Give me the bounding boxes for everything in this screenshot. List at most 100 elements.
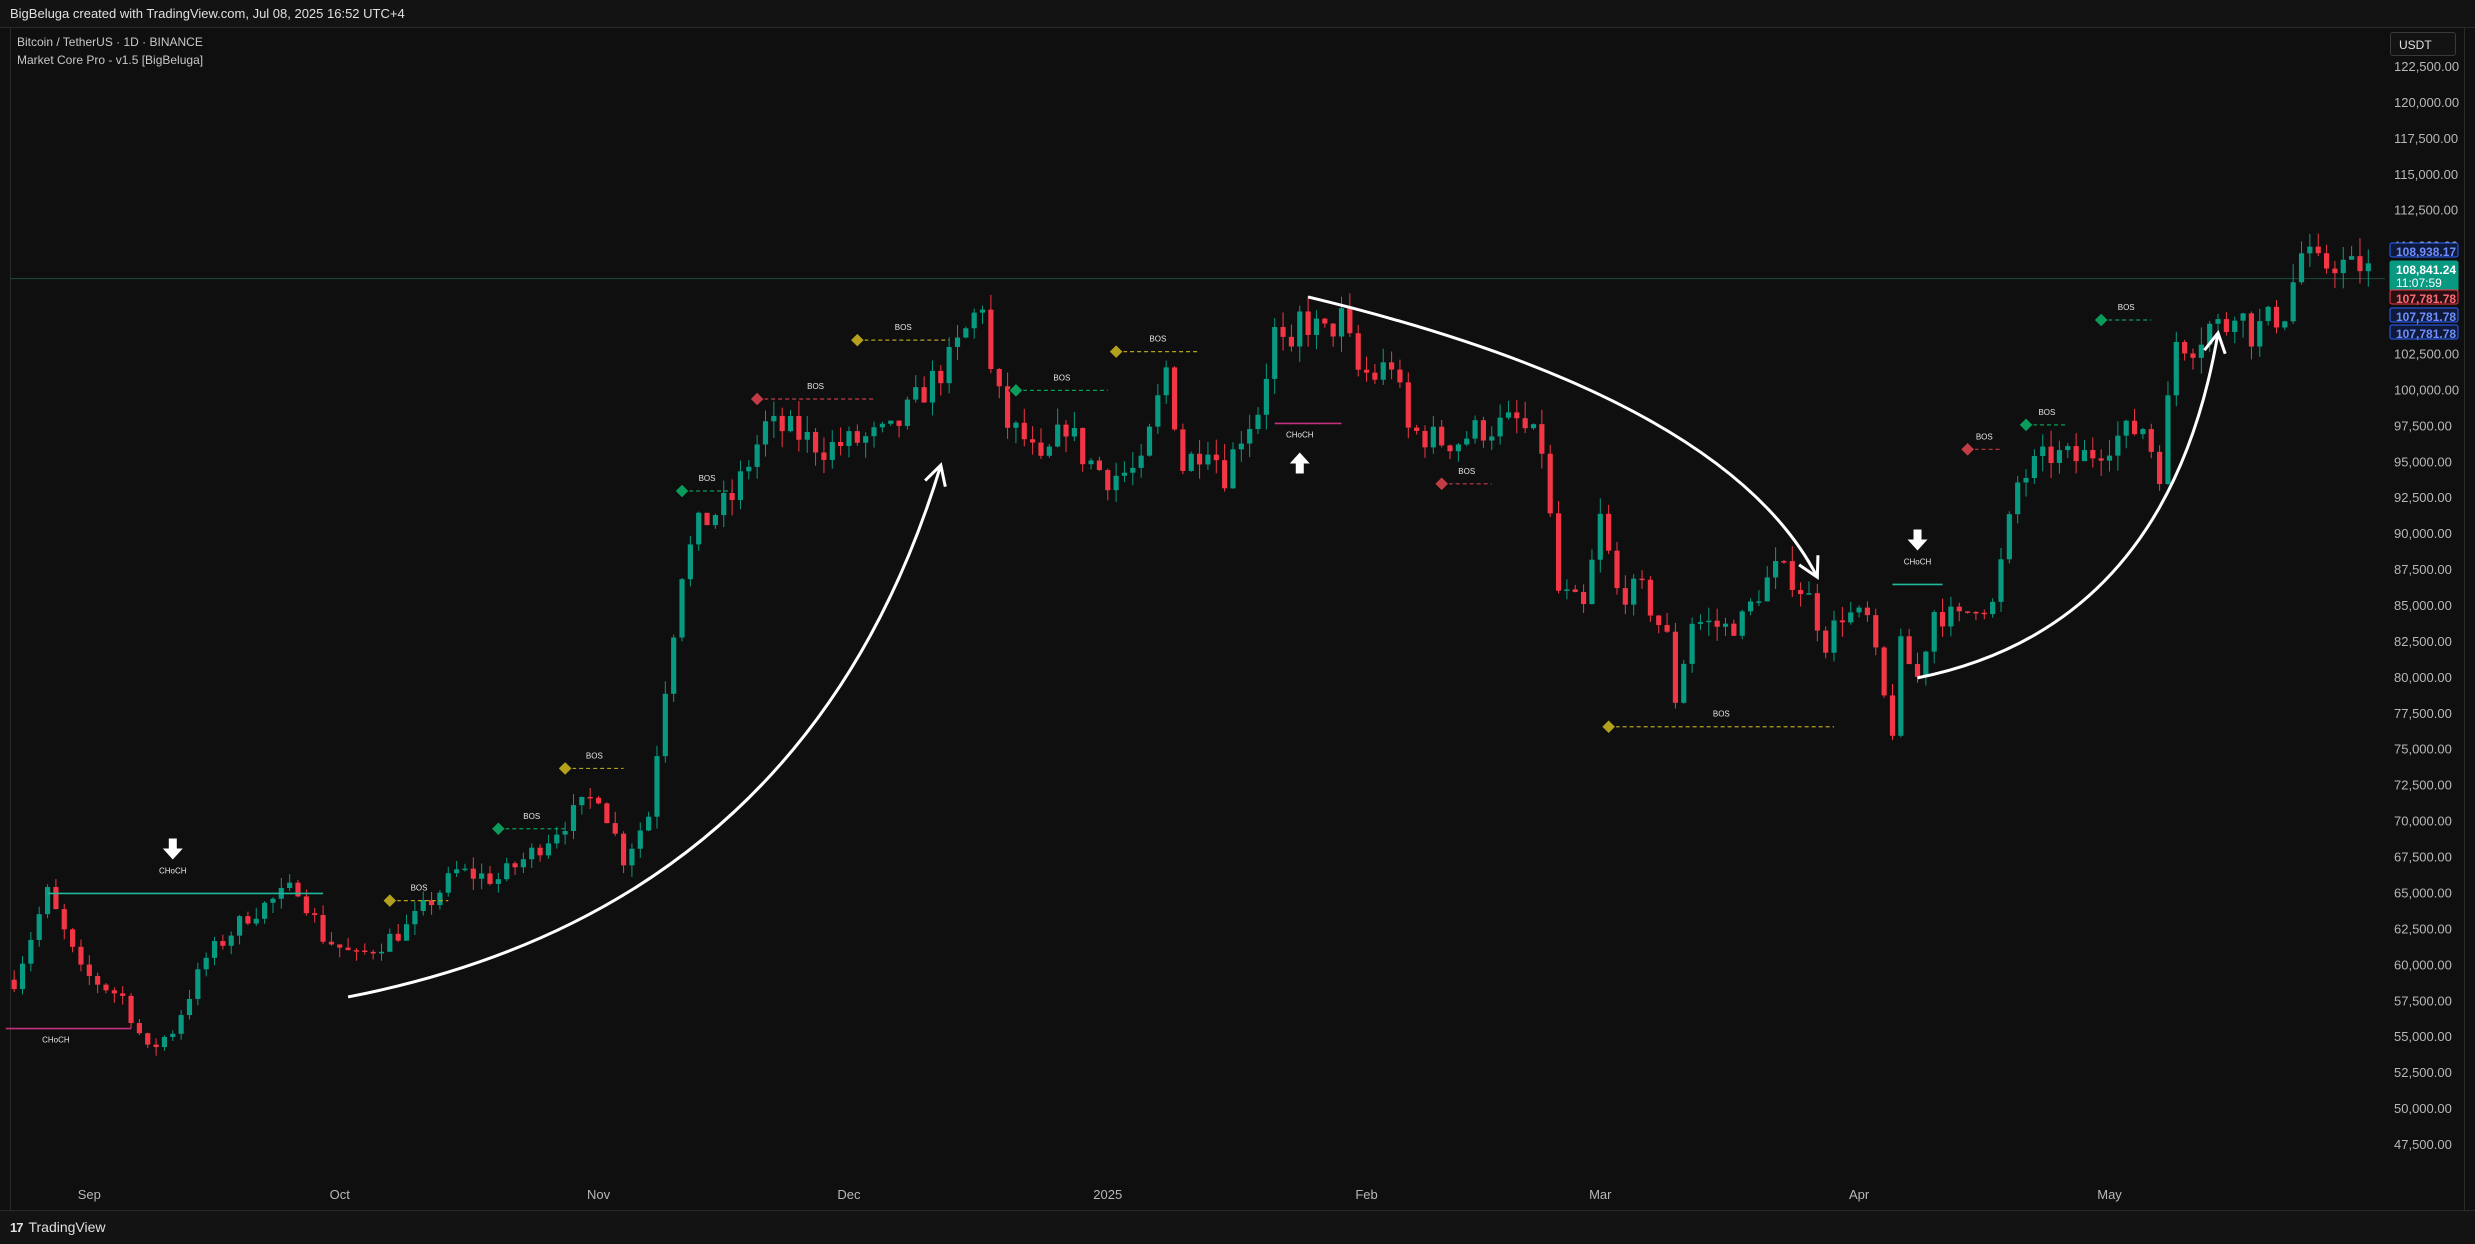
candle[interactable] — [1530, 423, 1537, 430]
candle[interactable] — [646, 811, 652, 832]
candle[interactable] — [1889, 684, 1896, 741]
candle[interactable] — [1088, 458, 1094, 470]
candle[interactable] — [754, 435, 760, 479]
candle[interactable] — [804, 415, 810, 453]
candle[interactable] — [1773, 547, 1779, 589]
candle[interactable] — [654, 745, 660, 829]
candle[interactable] — [295, 879, 301, 898]
candle[interactable] — [1430, 415, 1436, 454]
candle[interactable] — [2240, 312, 2246, 338]
candle[interactable] — [2040, 434, 2046, 472]
bos-diamond-icon[interactable] — [382, 892, 398, 909]
candle[interactable] — [1080, 427, 1086, 472]
candle[interactable] — [2282, 320, 2288, 331]
candle[interactable] — [537, 844, 543, 862]
candle[interactable] — [2131, 408, 2138, 436]
candle[interactable] — [36, 906, 42, 947]
candle[interactable] — [1798, 582, 1804, 607]
candle[interactable] — [2365, 249, 2371, 287]
candle[interactable] — [1238, 431, 1244, 462]
candle[interactable] — [1873, 608, 1879, 656]
candle[interactable] — [1781, 559, 1787, 564]
candle[interactable] — [287, 874, 293, 892]
candle[interactable] — [495, 872, 501, 893]
candle[interactable] — [963, 326, 969, 339]
candle[interactable] — [1121, 461, 1128, 483]
candle[interactable] — [1564, 579, 1570, 600]
candle[interactable] — [1247, 414, 1253, 458]
candle[interactable] — [1814, 584, 1820, 642]
candle[interactable] — [1422, 425, 1428, 458]
candle[interactable] — [1898, 628, 1904, 738]
candle[interactable] — [320, 905, 326, 945]
candle[interactable] — [938, 365, 944, 396]
candle[interactable] — [570, 793, 577, 840]
candle[interactable] — [996, 368, 1002, 399]
candle[interactable] — [896, 420, 902, 438]
candle[interactable] — [470, 857, 476, 891]
candle[interactable] — [1514, 399, 1520, 434]
candle[interactable] — [362, 943, 368, 955]
bos-diamond-icon[interactable] — [1600, 719, 1617, 735]
candle[interactable] — [1055, 408, 1061, 448]
bos-diamond-icon[interactable] — [749, 391, 765, 407]
candle[interactable] — [111, 987, 117, 1003]
candle[interactable] — [1622, 575, 1628, 615]
candle[interactable] — [1489, 426, 1495, 451]
candle[interactable] — [337, 944, 343, 958]
candle[interactable] — [2006, 511, 2012, 564]
candle[interactable] — [829, 430, 835, 469]
candle[interactable] — [1146, 423, 1153, 457]
candle[interactable] — [2098, 449, 2104, 476]
candle[interactable] — [228, 931, 234, 955]
candle[interactable] — [78, 939, 84, 972]
candle[interactable] — [2248, 311, 2255, 360]
candle[interactable] — [1180, 423, 1186, 475]
candle[interactable] — [1881, 645, 1887, 698]
candle[interactable] — [1539, 409, 1545, 469]
candle[interactable] — [679, 578, 685, 642]
candle[interactable] — [2073, 433, 2079, 474]
candle[interactable] — [637, 822, 643, 858]
candle[interactable] — [445, 866, 451, 897]
candle[interactable] — [1380, 348, 1386, 385]
candle[interactable] — [1313, 310, 1320, 350]
bos-diamond-icon[interactable] — [849, 332, 866, 348]
candle[interactable] — [61, 903, 67, 940]
candle[interactable] — [595, 796, 602, 805]
candle[interactable] — [838, 427, 844, 456]
candle[interactable] — [28, 931, 34, 972]
candle[interactable] — [2148, 423, 2154, 459]
candle[interactable] — [1464, 431, 1470, 447]
candle[interactable] — [2090, 437, 2096, 468]
candle[interactable] — [1631, 574, 1637, 616]
candle[interactable] — [2323, 244, 2330, 274]
candle[interactable] — [420, 891, 426, 916]
candle[interactable] — [1171, 366, 1178, 431]
candle[interactable] — [1405, 372, 1411, 439]
candle[interactable] — [2232, 316, 2238, 344]
candle[interactable] — [1597, 498, 1603, 573]
candle[interactable] — [1965, 611, 1971, 614]
candle[interactable] — [612, 811, 618, 836]
candle[interactable] — [2315, 233, 2321, 256]
symbol-label[interactable]: Bitcoin / TetherUS · 1D · BINANCE — [17, 35, 203, 49]
candle[interactable] — [312, 907, 318, 923]
candle[interactable] — [353, 948, 360, 961]
candle[interactable] — [454, 860, 460, 878]
candle[interactable] — [1205, 441, 1211, 470]
candle[interactable] — [2023, 469, 2029, 497]
candle[interactable] — [796, 401, 802, 452]
candle[interactable] — [1981, 609, 1987, 620]
candle[interactable] — [236, 914, 243, 945]
candle[interactable] — [2307, 233, 2313, 267]
candle[interactable] — [1747, 598, 1754, 616]
candle[interactable] — [1706, 607, 1712, 636]
candle[interactable] — [1455, 442, 1461, 462]
candle[interactable] — [186, 989, 193, 1020]
candle[interactable] — [1130, 452, 1136, 486]
candle[interactable] — [1906, 629, 1912, 665]
candle[interactable] — [44, 884, 51, 919]
candle[interactable] — [863, 432, 869, 458]
